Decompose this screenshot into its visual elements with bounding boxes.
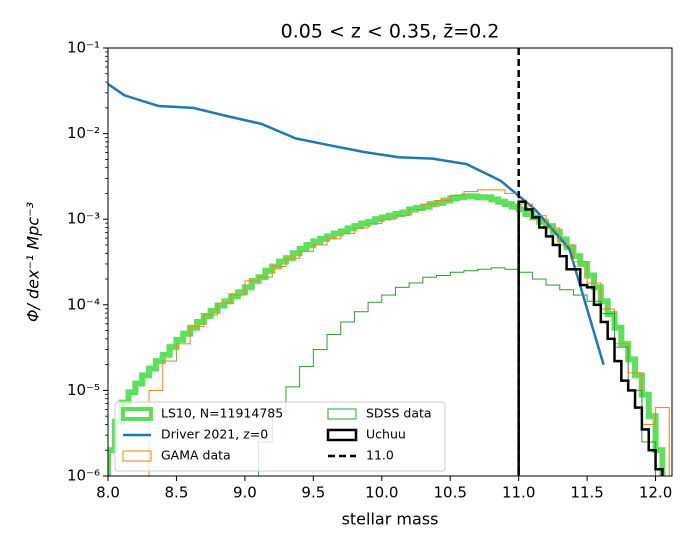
legend-label: Uchuu — [366, 427, 406, 442]
y-tick-label: 10⁻² — [67, 124, 100, 142]
y-tick-label: 10⁻⁵ — [67, 381, 100, 399]
x-tick-label: 8.0 — [96, 484, 120, 502]
legend-label: LS10, N=11914785 — [161, 406, 283, 421]
legend: LS10, N=11914785 Driver 2021, z=0 GAMA dat… — [114, 401, 446, 472]
y-axis-label: Φ/ dex⁻¹ Mpc⁻³ — [24, 202, 43, 322]
y-tick-label: 10⁻¹ — [67, 39, 100, 57]
legend-label: SDSS data — [366, 406, 432, 421]
x-tick-label: 11.0 — [502, 484, 535, 502]
y-tick-label: 10⁻⁴ — [67, 295, 100, 313]
legend-swatch — [121, 407, 153, 421]
legend-frame — [114, 401, 446, 472]
legend-label: 11.0 — [366, 448, 394, 463]
x-tick-label: 9.5 — [301, 484, 325, 502]
x-tick-label: 10.0 — [365, 484, 398, 502]
plot-area — [108, 48, 670, 476]
x-tick-label: 12.0 — [639, 484, 672, 502]
x-tick-label: 9.0 — [233, 484, 257, 502]
x-tick-label: 8.5 — [165, 484, 189, 502]
legend-swatch — [327, 408, 357, 420]
legend-swatch — [326, 428, 358, 442]
legend-label: Driver 2021, z=0 — [161, 427, 268, 442]
x-tick-label: 11.5 — [570, 484, 603, 502]
legend-label: GAMA data — [161, 448, 231, 463]
x-axis-label: stellar mass — [342, 510, 439, 529]
chart-title: 0.05 < z < 0.35, z̄=0.2 — [281, 21, 500, 43]
x-tick-label: 10.5 — [434, 484, 467, 502]
y-tick-label: 10⁻⁶ — [67, 467, 100, 485]
legend-swatch — [122, 450, 152, 462]
axes: 8.0 8.5 9.0 9.5 10.0 10.5 11.0 11.5 12.0 10⁻⁶ 10⁻⁵… — [67, 39, 673, 502]
y-tick-label: 10⁻³ — [67, 210, 100, 228]
axes-frame — [107, 47, 673, 477]
